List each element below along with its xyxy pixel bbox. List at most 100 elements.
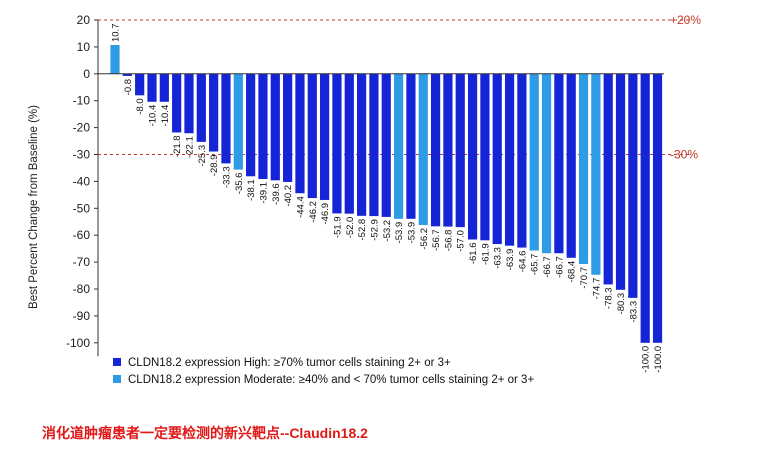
data-label: -66.7 [554, 256, 565, 278]
data-label: -100.0 [641, 346, 652, 373]
y-tick-label: -40 [73, 174, 91, 188]
bar [110, 45, 120, 74]
bar [640, 73, 650, 343]
data-label: -10.4 [160, 105, 171, 127]
bar [307, 73, 317, 199]
data-label: -33.3 [221, 166, 232, 188]
caption: 消化道肿瘤患者一定要检测的新兴靶点--Claudin18.2 [42, 425, 368, 441]
bar [455, 73, 465, 228]
y-tick-label: 0 [83, 67, 90, 81]
data-label: -46.2 [308, 201, 319, 223]
data-label: -83.3 [628, 301, 639, 323]
bar [467, 73, 478, 240]
bar [430, 73, 441, 227]
bar [443, 73, 453, 227]
data-label: -52.0 [345, 217, 356, 239]
y-tick-label: -60 [73, 228, 91, 242]
bar [517, 73, 527, 248]
data-label: -52.9 [369, 219, 380, 241]
bar [147, 73, 157, 102]
bar [283, 73, 293, 182]
data-label: -35.6 [234, 173, 245, 195]
bar [480, 73, 490, 241]
bar [615, 73, 626, 290]
reference-line-label-2: -30% [670, 148, 698, 162]
bar [652, 73, 663, 343]
data-label: -51.9 [332, 216, 343, 238]
bar [320, 73, 330, 200]
y-tick-label: -100 [66, 336, 90, 350]
legend-swatch-high [113, 358, 121, 366]
y-tick-label: -90 [73, 309, 91, 323]
data-label: -21.8 [172, 135, 183, 157]
plot-area: +20% -30% 20 10 0 -10 -20 -30 -40 -50 -60 -70 -80 -90… [66, 13, 701, 373]
reference-line-label-1: +20% [670, 13, 701, 27]
data-label: -61.6 [468, 243, 479, 265]
data-label: -53.2 [382, 220, 393, 242]
bar [529, 73, 539, 251]
data-label: -10.4 [147, 105, 158, 127]
bar [233, 73, 243, 170]
data-label: -38.1 [246, 179, 257, 201]
y-tick-label: -20 [73, 121, 91, 135]
data-label: -64.6 [517, 251, 528, 273]
data-label: -61.9 [480, 243, 491, 265]
data-label: -46.9 [320, 203, 331, 225]
data-label: -40.2 [283, 185, 294, 207]
bar [406, 73, 416, 219]
y-axis-label: Best Percent Change from Baseline (%) [28, 105, 40, 309]
data-label: -68.4 [567, 261, 578, 283]
data-label: -25.3 [197, 145, 208, 167]
bar [393, 73, 404, 219]
y-tick-label: -80 [73, 282, 91, 296]
data-label: -39.6 [271, 183, 282, 205]
bar [504, 73, 515, 246]
bar [246, 73, 256, 177]
bar [492, 73, 502, 245]
bar [418, 73, 428, 225]
data-label: -70.7 [579, 267, 590, 289]
bar [541, 73, 552, 254]
bar [221, 73, 231, 164]
data-label: -78.3 [604, 287, 615, 309]
y-tick-label: 10 [77, 40, 91, 54]
bar [578, 73, 589, 264]
bar [357, 73, 367, 216]
legend-swatch-moderate [113, 375, 121, 383]
legend: CLDN18.2 expression High: ≥70% tumor cel… [113, 357, 534, 386]
data-label: -57.0 [456, 230, 467, 252]
data-label: -39.1 [258, 182, 269, 204]
bar [196, 73, 206, 142]
data-label: -0.8 [123, 79, 134, 95]
y-tick-label: 20 [77, 13, 91, 27]
data-label: 10.7 [111, 24, 122, 43]
data-label: -65.7 [530, 254, 541, 276]
bar [258, 73, 268, 179]
bar [172, 73, 182, 133]
data-label: -63.3 [493, 247, 504, 269]
data-label: -8.0 [135, 98, 146, 114]
data-label: -56.7 [431, 229, 442, 251]
data-label: -53.9 [394, 222, 405, 244]
bar [332, 73, 342, 214]
y-tick-label: -10 [73, 94, 91, 108]
data-label: -63.9 [505, 249, 516, 271]
data-label: -66.7 [542, 256, 553, 278]
waterfall-chart: Best Percent Change from Baseline (%) +2… [28, 13, 701, 386]
bar [344, 73, 354, 214]
bar [381, 73, 391, 217]
legend-label-high: CLDN18.2 expression High: ≥70% tumor cel… [128, 357, 451, 369]
data-label: -22.1 [184, 136, 195, 158]
bar [628, 73, 638, 298]
y-tick-label: -50 [73, 201, 91, 215]
bar [603, 73, 613, 285]
bar [270, 73, 280, 181]
data-label: -44.4 [295, 196, 306, 218]
bar [184, 73, 194, 134]
bar [591, 73, 601, 275]
data-label: -56.8 [443, 230, 454, 252]
data-label: -53.9 [406, 222, 417, 244]
data-label: -52.8 [357, 219, 368, 241]
y-tick-label: -70 [73, 255, 91, 269]
data-label: -74.7 [591, 278, 602, 300]
